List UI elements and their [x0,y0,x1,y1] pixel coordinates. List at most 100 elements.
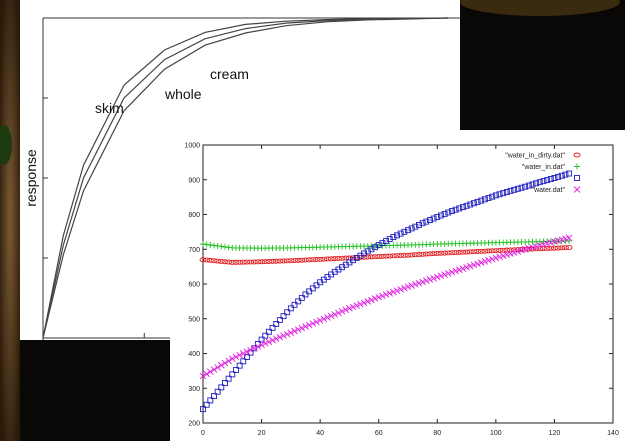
legend-marker [573,186,581,193]
data-point [280,332,287,340]
curve-label-cream: cream [210,66,249,82]
data-point [441,250,449,256]
data-point [368,296,375,304]
data-point [250,344,258,352]
data-point [382,291,390,298]
data-point [470,249,478,255]
data-point [511,186,518,193]
legend-entry: " [563,176,566,183]
data-point [287,305,294,312]
data-point [397,253,405,258]
data-point [269,336,276,344]
data-point [324,256,331,262]
data-point [236,351,243,359]
water-data-panel: 0 20 40 60 80 100 120 140 200 300 400 500 600 700 800 9… [170,130,625,441]
data-point [389,253,397,259]
data-point [338,255,346,261]
data-point [320,256,328,262]
data-point [562,171,569,178]
data-point [383,238,389,245]
data-point [547,245,555,251]
data-point [481,248,489,254]
data-point [378,253,386,259]
data-point [550,245,558,251]
data-point [309,320,317,327]
data-point [254,343,262,350]
data-point [316,317,324,324]
chart2-x-tick-label: 20 [258,430,266,437]
data-point [298,294,305,301]
data-point [291,258,298,263]
data-point [437,272,445,280]
data-point [507,250,514,257]
data-point [499,252,507,260]
chart1-ylabel: response [23,149,39,207]
data-point [228,355,236,363]
data-point [448,208,455,214]
data-point [430,251,438,257]
data-point [203,370,210,378]
data-point [371,254,379,260]
data-point [529,181,536,188]
data-point [302,257,309,263]
data-point [254,259,262,265]
data-point [393,287,401,295]
data-point [463,202,470,209]
data-point [474,249,482,254]
data-point [207,368,214,376]
data-point [357,300,364,308]
legend-marker [574,175,580,181]
chart2-x-tick-label: 140 [607,430,619,437]
data-point [313,318,320,326]
data-point [210,366,218,373]
series-3 [199,234,573,380]
data-point [218,384,225,391]
data-point [415,252,423,257]
data-point [364,298,372,305]
data-point [360,299,368,307]
data-point [309,285,316,292]
data-point [419,220,426,227]
data-point [448,268,456,276]
data-point [269,258,277,264]
legend-entry: "water_in_dirty.dat" [505,153,565,160]
data-point [561,245,569,251]
curve-label-skim: skim [95,100,124,116]
data-point [496,253,503,261]
data-point [422,277,430,285]
data-point [360,254,368,260]
data-point [203,257,211,263]
data-point [474,198,481,205]
left-edge-decor [0,0,20,441]
data-point [507,247,514,253]
data-point [437,250,445,256]
data-point [456,205,463,212]
legend-entry: "water.dat" [532,187,566,194]
data-point [206,257,214,263]
data-point [485,256,492,264]
data-point [558,172,565,179]
data-point [400,252,408,258]
data-point [207,241,214,248]
data-point [247,346,254,354]
data-point [404,283,412,291]
data-point [408,282,415,289]
data-point [434,213,441,220]
data-point [298,324,306,332]
data-point [485,248,492,254]
data-point [364,254,372,260]
chart2-y-tick-label: 600 [188,282,200,289]
data-point [243,259,251,265]
data-point [287,329,295,336]
data-point [298,257,306,263]
data-point [441,271,448,278]
data-point [239,259,247,265]
response-curve-cream [42,17,449,339]
data-point [401,228,408,235]
data-point [280,258,287,264]
data-point [306,288,313,295]
data-point [338,308,346,315]
data-point [258,341,265,349]
data-point [276,333,284,341]
data-point [404,252,412,258]
